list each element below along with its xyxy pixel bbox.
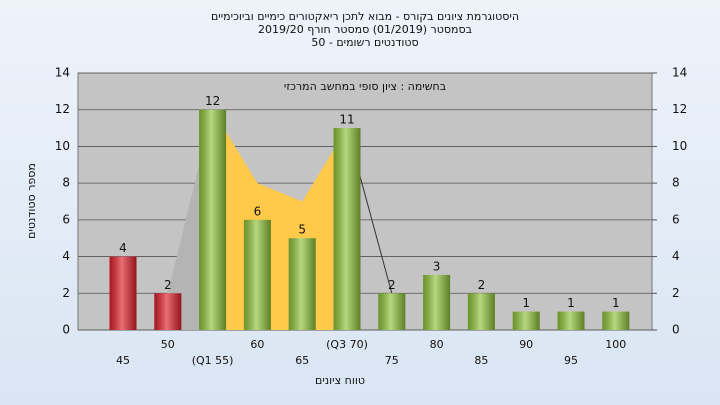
y2-tick-label: 0 <box>672 323 680 337</box>
x-tick-label: (Q1 55) <box>192 354 234 367</box>
bar-shade <box>378 293 406 330</box>
x-tick-label: 80 <box>430 338 444 351</box>
y-axis-label: מספר סטודנטים <box>25 163 38 239</box>
x-tick-label: 75 <box>385 354 399 367</box>
bar-shade <box>288 238 316 330</box>
y2-tick-label: 10 <box>672 139 687 153</box>
x-tick-label: 60 <box>250 338 264 351</box>
bar-shade <box>154 293 182 330</box>
y2-tick-label: 6 <box>672 212 680 226</box>
y2-tick-label: 14 <box>672 66 687 80</box>
y-tick-label: 4 <box>62 249 70 263</box>
value-label: 4 <box>119 241 127 255</box>
y-tick-label: 8 <box>62 176 70 190</box>
y-tick-label: 2 <box>62 286 70 300</box>
value-label: 1 <box>567 296 575 310</box>
x-tick-label: 85 <box>474 354 488 367</box>
value-label: 1 <box>612 296 620 310</box>
value-label: 3 <box>433 259 441 273</box>
y2-tick-label: 2 <box>672 286 680 300</box>
bar-shade <box>199 109 227 330</box>
chart-subtitle: סטודנטים רשומים - 50 <box>311 36 418 49</box>
bar-shade <box>243 219 271 330</box>
value-label: 2 <box>478 278 486 292</box>
y2-tick-label: 12 <box>672 102 687 116</box>
chart-subtitle: בסמסטר (01/2019) סמסטר חורף 2019/20 <box>258 23 472 36</box>
value-label: 6 <box>254 204 262 218</box>
y-tick-label: 0 <box>62 323 70 337</box>
bar-shade <box>557 311 585 330</box>
y-tick-label: 10 <box>55 139 70 153</box>
bar-shade <box>467 293 495 330</box>
value-label: 5 <box>298 223 306 237</box>
x-tick-label: 65 <box>295 354 309 367</box>
value-label: 11 <box>339 113 354 127</box>
y-tick-label: 6 <box>62 212 70 226</box>
value-label: 2 <box>164 278 172 292</box>
bar-shade <box>602 311 630 330</box>
y2-tick-label: 8 <box>672 176 680 190</box>
y2-tick-label: 4 <box>672 249 680 263</box>
x-tick-label: 45 <box>116 354 130 367</box>
bar-shade <box>423 274 451 330</box>
x-tick-label: 50 <box>161 338 175 351</box>
bar-shade <box>109 256 137 330</box>
x-tick-label: 90 <box>519 338 533 351</box>
bar-shade <box>333 128 361 330</box>
bar-shade <box>512 311 540 330</box>
y-tick-label: 12 <box>55 102 70 116</box>
x-tick-label: (Q3 70) <box>326 338 368 351</box>
value-label: 1 <box>522 296 530 310</box>
value-label: 12 <box>205 94 220 108</box>
value-label: 2 <box>388 278 396 292</box>
annotation: בחשימה : ציון סופי במחשב המרכזי <box>284 80 446 93</box>
x-tick-label: 100 <box>605 338 626 351</box>
y-tick-label: 14 <box>55 66 70 80</box>
x-axis-label: טווח ציונים <box>315 374 365 387</box>
chart-title: היסטוגרמת ציונים בקורס - מבוא לתכן ריאקט… <box>211 10 519 23</box>
x-tick-label: 95 <box>564 354 578 367</box>
